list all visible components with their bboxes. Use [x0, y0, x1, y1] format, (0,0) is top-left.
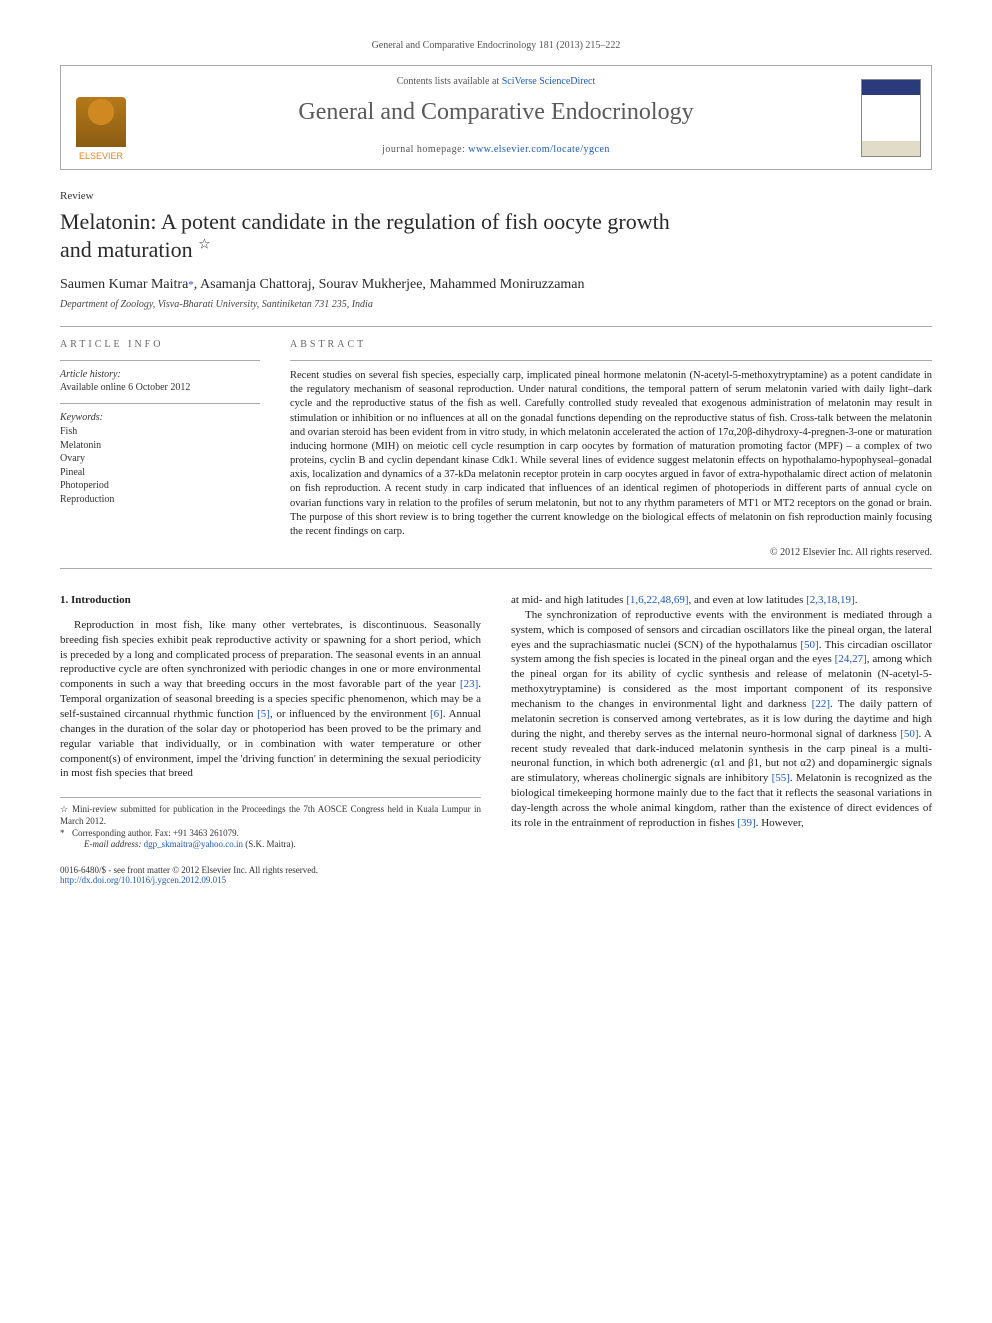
keyword-item: Ovary — [60, 452, 260, 466]
citation-link[interactable]: [50] — [800, 639, 818, 651]
footnote-ast-icon: * — [60, 828, 72, 840]
history-text: Available online 6 October 2012 — [60, 382, 260, 393]
footnote-email: E-mail address: dgp_skmaitra@yahoo.co.in… — [60, 839, 481, 851]
email-label: E-mail address: — [84, 839, 144, 849]
body-text: , or influenced by the environment — [270, 708, 430, 720]
email-suffix: (S.K. Maitra). — [243, 839, 296, 849]
abstract-block: ABSTRACT Recent studies on several fish … — [290, 339, 932, 558]
homepage-prefix: journal homepage: — [382, 144, 468, 155]
abstract-copyright: © 2012 Elsevier Inc. All rights reserved… — [290, 547, 932, 558]
footnote-ast-text: Corresponding author. Fax: +91 3463 2610… — [72, 828, 239, 838]
journal-title: General and Comparative Endocrinology — [151, 99, 841, 126]
column-left: 1. Introduction Reproduction in most fis… — [60, 593, 481, 851]
body-columns: 1. Introduction Reproduction in most fis… — [60, 593, 932, 851]
body-paragraph: The synchronization of reproductive even… — [511, 608, 932, 831]
keywords-heading: Keywords: — [60, 412, 260, 423]
homepage-line: journal homepage: www.elsevier.com/locat… — [151, 144, 841, 155]
divider-top — [60, 326, 932, 327]
divider-info-2 — [60, 403, 260, 404]
body-paragraph: Reproduction in most fish, like many oth… — [60, 618, 481, 781]
title-line1: Melatonin: A potent candidate in the reg… — [60, 209, 670, 234]
section-1-heading: 1. Introduction — [60, 593, 481, 608]
divider-info-1 — [60, 360, 260, 361]
sciencedirect-link[interactable]: SciVerse ScienceDirect — [502, 76, 596, 87]
authors-rest: , Asamanja Chattoraj, Sourav Mukherjee, … — [194, 277, 585, 292]
footnote-star-icon: ☆ — [60, 804, 72, 816]
citation-link[interactable]: [5] — [257, 708, 270, 720]
article-title: Melatonin: A potent candidate in the reg… — [60, 208, 932, 263]
page-footer: 0016-6480/$ - see front matter © 2012 El… — [60, 865, 932, 885]
header-citation: General and Comparative Endocrinology 18… — [60, 40, 932, 51]
publisher-logo: ELSEVIER — [61, 66, 141, 169]
article-info-block: ARTICLE INFO Article history: Available … — [60, 339, 260, 558]
keyword-item: Reproduction — [60, 493, 260, 507]
author-list: Saumen Kumar Maitra*, Asamanja Chattoraj… — [60, 277, 932, 293]
keyword-item: Photoperiod — [60, 479, 260, 493]
journal-masthead: ELSEVIER Contents lists available at Sci… — [60, 65, 932, 170]
keyword-item: Pineal — [60, 466, 260, 480]
article-info-heading: ARTICLE INFO — [60, 339, 260, 350]
keyword-item: Fish — [60, 425, 260, 439]
citation-link[interactable]: [39] — [737, 817, 755, 829]
history-heading: Article history: — [60, 369, 260, 380]
body-text: Reproduction in most fish, like many oth… — [60, 619, 481, 690]
footnote-corresponding: *Corresponding author. Fax: +91 3463 261… — [60, 828, 481, 840]
divider-below-abstract — [60, 568, 932, 569]
affiliation: Department of Zoology, Visva-Bharati Uni… — [60, 299, 932, 310]
article-type: Review — [60, 190, 932, 202]
citation-link[interactable]: [22] — [812, 698, 830, 710]
body-text: . — [855, 594, 858, 606]
homepage-link[interactable]: www.elsevier.com/locate/ygcen — [468, 144, 610, 155]
footnote-star-text: Mini-review submitted for publication in… — [60, 804, 481, 826]
body-paragraph: at mid- and high latitudes [1,6,22,48,69… — [511, 593, 932, 608]
title-footnote-mark-icon: ☆ — [198, 237, 211, 252]
column-right: at mid- and high latitudes [1,6,22,48,69… — [511, 593, 932, 851]
issn-line: 0016-6480/$ - see front matter © 2012 El… — [60, 865, 932, 875]
email-link[interactable]: dgp_skmaitra@yahoo.co.in — [144, 839, 243, 849]
contents-available-line: Contents lists available at SciVerse Sci… — [151, 76, 841, 87]
title-line2: and maturation — [60, 237, 193, 262]
citation-link[interactable]: [50] — [900, 728, 918, 740]
contents-prefix: Contents lists available at — [397, 76, 502, 87]
citation-link[interactable]: [2,3,18,19] — [806, 594, 855, 606]
citation-link[interactable]: [23] — [460, 678, 478, 690]
abstract-text: Recent studies on several fish species, … — [290, 369, 932, 539]
publisher-label: ELSEVIER — [79, 151, 123, 161]
doi-link[interactable]: http://dx.doi.org/10.1016/j.ygcen.2012.0… — [60, 875, 226, 885]
body-text: at mid- and high latitudes — [511, 594, 626, 606]
author-1: Saumen Kumar Maitra — [60, 277, 188, 292]
citation-link[interactable]: [24,27] — [835, 653, 867, 665]
divider-abstract — [290, 360, 932, 361]
citation-link[interactable]: [1,6,22,48,69] — [626, 594, 688, 606]
footnote-star: ☆Mini-review submitted for publication i… — [60, 804, 481, 827]
citation-link[interactable]: [55] — [772, 772, 790, 784]
cover-image-icon — [861, 79, 921, 157]
abstract-heading: ABSTRACT — [290, 339, 932, 350]
citation-link[interactable]: [6] — [430, 708, 443, 720]
footnotes: ☆Mini-review submitted for publication i… — [60, 797, 481, 851]
elsevier-tree-icon — [76, 97, 126, 147]
keyword-item: Melatonin — [60, 439, 260, 453]
body-text: , and even at low latitudes — [689, 594, 807, 606]
body-text: . However, — [756, 817, 804, 829]
journal-cover-thumb — [851, 66, 931, 169]
